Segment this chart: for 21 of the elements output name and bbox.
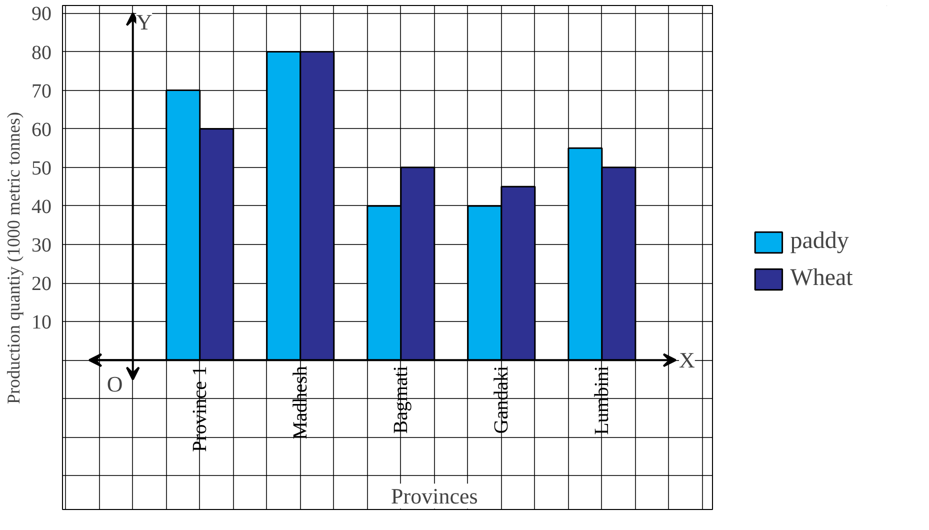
x-tick-label: Province 1 <box>188 366 211 452</box>
y-tick-label: 90 <box>32 3 52 26</box>
y-tick-label: 30 <box>32 234 52 257</box>
x-tick-label: Bagmati <box>390 365 412 434</box>
annotation: Y <box>136 9 152 34</box>
x-tick-label: Madhesh <box>289 366 312 440</box>
y-tick-label: 50 <box>32 157 52 180</box>
y-axis-title: Production quantiy (1000 metric tonnes) <box>4 112 24 404</box>
annotation: O <box>106 372 123 397</box>
y-tick-label: 20 <box>32 273 52 296</box>
x-tick-label: Lumbini <box>590 365 613 435</box>
y-tick-label: 60 <box>32 118 52 141</box>
y-tick-label: 70 <box>32 80 52 102</box>
y-tick-label: 40 <box>32 196 52 218</box>
legend-label: paddy <box>790 228 849 255</box>
y-tick-label: 80 <box>32 42 52 64</box>
annotation: X <box>678 348 695 373</box>
legend-label: Wheat <box>790 265 853 292</box>
y-tick-label: 10 <box>32 312 52 334</box>
x-tick-label: Gandaki <box>490 365 512 434</box>
x-axis-title: Provinces <box>391 484 478 509</box>
